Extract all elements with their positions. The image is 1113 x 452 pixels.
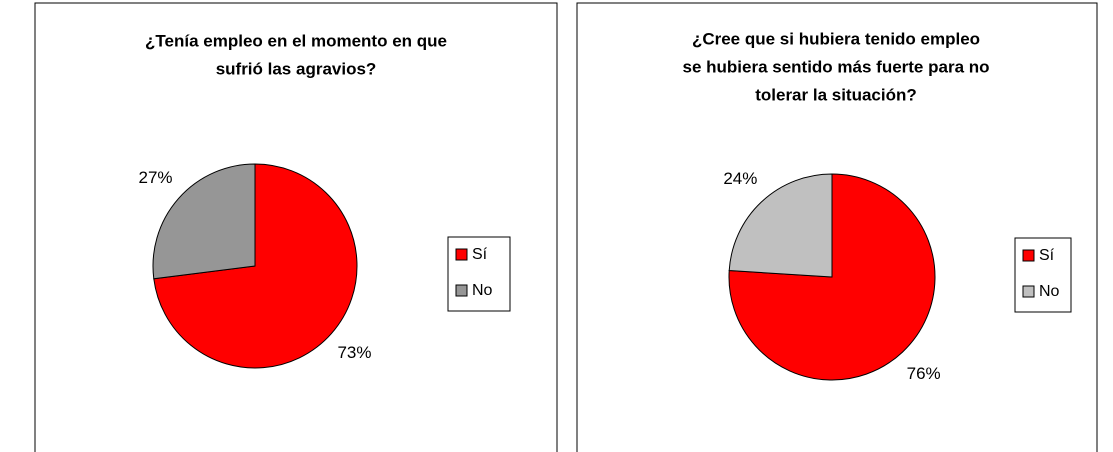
legend-label: No <box>1039 283 1060 300</box>
chart-title: ¿Tenía empleo en el momento en que <box>145 31 447 50</box>
data-label: 27% <box>139 168 173 187</box>
chart-title: tolerar la situación? <box>755 85 917 104</box>
legend-swatch <box>455 284 468 297</box>
legend-swatch <box>1022 285 1035 298</box>
pie-slice <box>728 173 936 381</box>
data-label: 73% <box>337 343 371 362</box>
chart-title: sufrió las agravios? <box>216 59 377 78</box>
chart-title: ¿Cree que si hubiera tenido empleo <box>692 29 980 48</box>
chart-title: se hubiera sentido más fuerte para no <box>682 57 989 76</box>
legend-label: Sí <box>1039 247 1055 264</box>
data-label: 24% <box>723 169 757 188</box>
legend-swatch <box>1022 249 1035 262</box>
legend-label: Sí <box>472 246 488 263</box>
pie-slice <box>728 173 833 278</box>
pie-slice <box>152 163 256 280</box>
data-label: 76% <box>907 364 941 383</box>
legend-label: No <box>472 282 493 299</box>
legend-swatch <box>455 248 468 261</box>
